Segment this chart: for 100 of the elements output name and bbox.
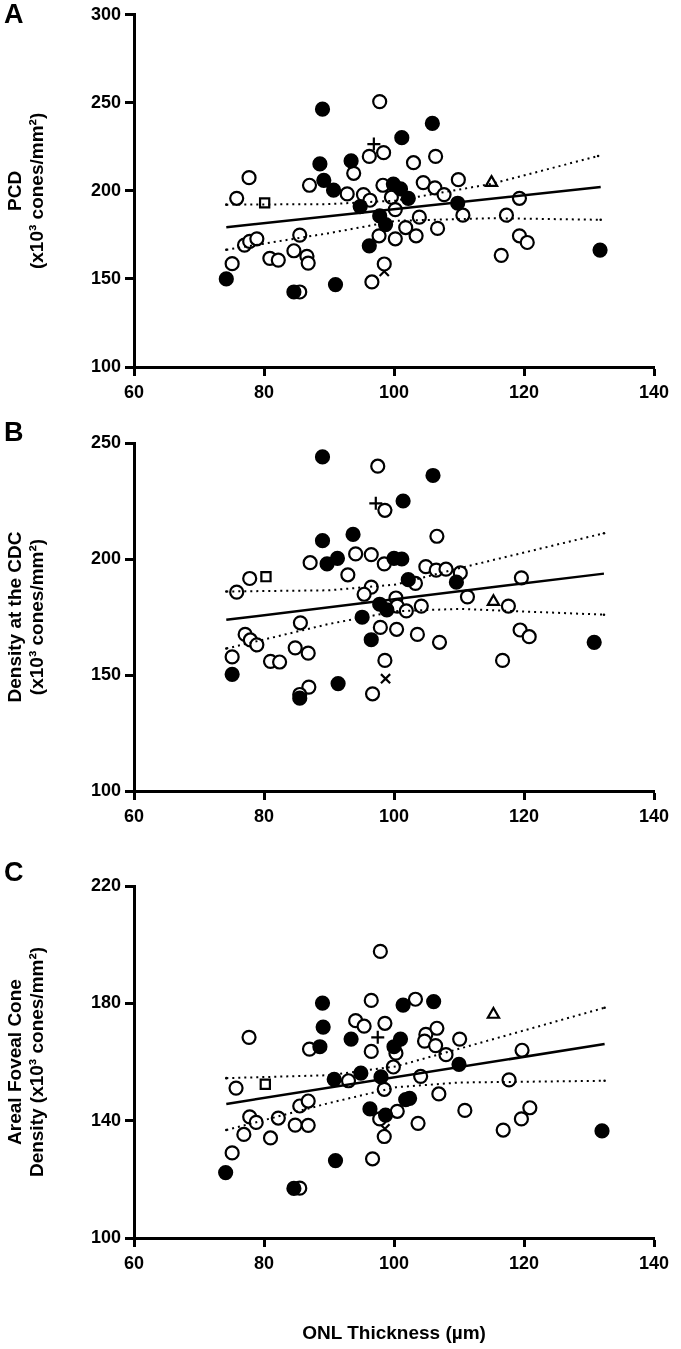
point [339, 186, 355, 202]
point [431, 634, 448, 650]
point [292, 690, 308, 706]
y-axis-title: Density at the CDC (x10³ cones/mm²) [3, 531, 48, 703]
point [218, 271, 234, 287]
point [438, 1047, 454, 1063]
point [459, 589, 476, 605]
point [428, 148, 444, 164]
point [448, 574, 464, 590]
point [377, 652, 393, 668]
point [387, 231, 403, 247]
point [370, 1029, 386, 1045]
point [498, 207, 515, 223]
point [407, 991, 424, 1007]
point [486, 1006, 501, 1019]
point [592, 242, 608, 258]
point [376, 1128, 392, 1145]
y-tick-label: 200 [90, 179, 121, 200]
point [312, 156, 328, 172]
point [495, 1122, 511, 1138]
x-tick-label: 80 [253, 1252, 275, 1273]
point [376, 256, 392, 272]
point [411, 209, 427, 225]
point [392, 1031, 409, 1047]
y-axis-title: Areal Foveal Cone Density (x10³ cones/mm²) [3, 946, 48, 1178]
point [586, 634, 602, 650]
point [262, 1130, 279, 1146]
point [272, 654, 288, 670]
y-tick-label: 180 [90, 992, 121, 1013]
point [363, 546, 379, 563]
point [363, 1043, 379, 1060]
point [402, 1090, 418, 1106]
point [340, 567, 356, 583]
point [302, 555, 318, 571]
point [327, 276, 344, 293]
point [330, 675, 346, 692]
point [362, 1101, 378, 1117]
point [327, 1152, 344, 1169]
x-tick-label: 60 [123, 381, 145, 402]
point [292, 227, 308, 243]
point [377, 1107, 394, 1123]
point [521, 629, 537, 645]
point [452, 1031, 468, 1047]
point [364, 274, 380, 290]
point [389, 621, 405, 637]
point [286, 243, 302, 259]
point [241, 170, 257, 186]
point [372, 619, 388, 636]
x-tick-label: 100 [378, 805, 410, 826]
point [356, 1018, 372, 1034]
point [522, 1100, 538, 1116]
point [301, 177, 318, 193]
x-tick-label: 140 [638, 1252, 670, 1273]
point [415, 175, 431, 191]
point [364, 686, 381, 702]
point [493, 247, 509, 263]
point [314, 449, 331, 465]
y-tick-label: 220 [90, 874, 121, 895]
point [370, 458, 386, 474]
point [394, 130, 410, 146]
point [286, 1180, 302, 1197]
point [363, 632, 379, 648]
point [228, 1080, 244, 1096]
point [368, 495, 384, 511]
point [594, 1123, 610, 1139]
point [377, 1015, 393, 1031]
point [424, 115, 440, 132]
point [361, 238, 377, 254]
point [236, 1126, 252, 1143]
point [413, 598, 429, 614]
point [425, 467, 441, 484]
point [300, 645, 316, 661]
y-tick-label: 250 [90, 91, 121, 112]
point [314, 995, 331, 1011]
point [259, 1078, 271, 1090]
point [270, 1110, 286, 1126]
point [316, 172, 332, 188]
point [429, 1020, 445, 1036]
point [429, 220, 446, 237]
x-tick-label: 60 [123, 805, 145, 826]
point [398, 603, 414, 619]
point [258, 197, 271, 209]
y-tick-label: 100 [90, 779, 121, 800]
point [457, 1102, 473, 1118]
x-tick-label: 60 [123, 1252, 145, 1273]
point [314, 101, 331, 117]
point [372, 94, 388, 110]
point [376, 145, 392, 161]
point [363, 992, 379, 1008]
point [260, 570, 272, 583]
point [438, 561, 454, 577]
point [494, 652, 511, 668]
point [300, 255, 316, 271]
point [484, 175, 499, 187]
point [229, 190, 245, 206]
y-tick-label: 140 [90, 1109, 121, 1130]
x-tick-label: 120 [508, 381, 540, 402]
y-tick-label: 150 [90, 267, 121, 288]
point [501, 1072, 517, 1088]
point [356, 586, 372, 602]
